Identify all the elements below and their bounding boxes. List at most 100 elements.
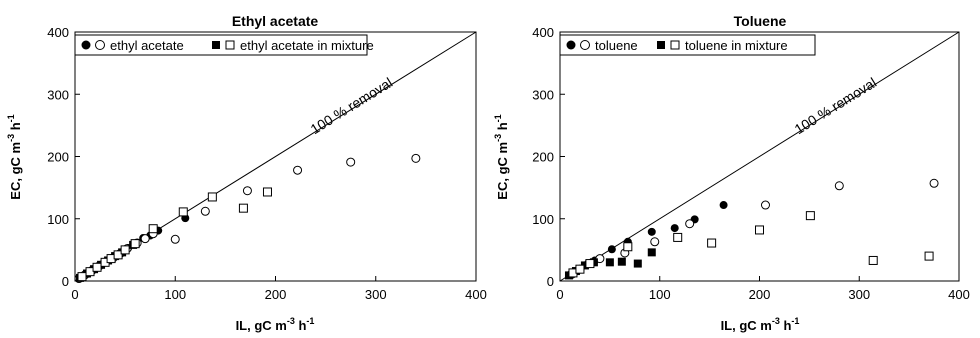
point-open-square [113,250,123,260]
legend-marker-filled-circle [566,40,576,50]
x-tick-label: 300 [365,287,387,302]
point-filled-circle [670,224,679,233]
y-axis-label-main: EC, gC m [8,142,23,200]
axis-ticks: 0 100 200 300 400 0 100 200 300 400 [532,25,970,302]
x-axis-label-main: IL, gC m [236,318,287,333]
point-open-square [130,239,140,249]
point-open-square [77,272,87,282]
point-open-circle [760,200,770,210]
legend-marker-filled-circle [81,40,91,50]
point-filled-square [605,258,614,267]
legend-label: ethyl acetate [110,38,184,53]
y-tick-label: 0 [547,274,554,289]
y-tick-label: 300 [532,87,554,102]
point-filled-square [617,257,626,266]
point-filled-circle [647,227,656,236]
y-axis-label-mid: h [495,122,510,134]
point-open-circle [650,237,660,247]
point-open-square [575,264,585,274]
y-axis-label: EC, gC m-3 h-1 [493,114,510,199]
legend-box [559,34,816,56]
y-tick-label: 400 [47,25,69,40]
x-axis-label: IL, gC m-3 h-1 [721,316,800,333]
point-open-square [120,245,130,255]
y-tick-label: 0 [62,274,69,289]
point-filled-square [647,248,656,257]
legend-label: ethyl acetate in mixture [240,38,374,53]
y-axis-label-mid: h [8,122,23,134]
point-open-square [805,211,815,221]
y-tick-label: 300 [47,87,69,102]
x-axis-label-sup: -1 [791,316,799,326]
point-open-circle [411,153,421,163]
x-tick-label: 400 [465,287,487,302]
point-open-circle [293,165,303,175]
point-open-square [92,262,102,272]
point-open-circle [140,234,150,244]
x-axis-label-mid: h [780,318,792,333]
x-tick-label: 100 [164,287,186,302]
legend: toluene toluene in mixture [559,34,816,56]
point-open-circle [200,206,210,216]
y-tick-label: 200 [532,150,554,165]
legend-marker-open-circle [580,40,590,50]
y-tick-label: 100 [47,212,69,227]
point-open-square [623,242,633,252]
point-open-square [148,224,158,234]
x-tick-label: 0 [556,287,563,302]
legend-box [74,34,368,56]
point-open-circle [685,219,695,229]
y-tick-label: 100 [532,212,554,227]
x-axis-label-sup: -3 [287,316,295,326]
legend-marker-open-square [225,40,235,50]
point-filled-circle [719,201,728,210]
point-open-circle [170,234,180,244]
y-axis-label: EC, gC m-3 h-1 [6,114,23,199]
reference-line-label: 100 % removal [308,74,396,137]
x-tick-label: 0 [71,287,78,302]
point-open-square [178,207,188,217]
x-tick-label: 200 [265,287,287,302]
panel-ethyl-acetate: Ethyl acetate 0 100 200 300 400 0 100 200 300 400… [6,13,487,333]
y-axis-label-sup: -1 [493,114,503,122]
x-axis-label-sup: -3 [772,316,780,326]
point-filled-square [633,259,642,268]
legend: ethyl acetate ethyl acetate in mixture [74,34,374,56]
legend-label: toluene [595,38,638,53]
point-filled-circle [607,245,616,254]
y-axis-label-sup: -3 [6,134,16,142]
x-axis-label-sup: -1 [306,316,314,326]
point-open-square [585,259,595,269]
x-tick-label: 200 [749,287,771,302]
x-tick-label: 300 [848,287,870,302]
legend-marker-filled-square [212,41,220,49]
point-open-square [207,192,217,202]
y-axis-label-sup: -1 [6,114,16,122]
legend-marker-open-circle [95,40,105,50]
point-open-circle [929,178,939,188]
x-axis-label-mid: h [295,318,307,333]
reference-line-label: 100 % removal [792,74,880,137]
x-tick-label: 100 [649,287,671,302]
point-open-circle [242,186,252,196]
legend-marker-filled-square [657,41,665,49]
point-open-square [238,203,248,213]
chart-title: Ethyl acetate [232,13,319,29]
reference-line-100-percent [559,31,960,282]
point-open-square [924,251,934,261]
point-open-circle [834,181,844,191]
reference-line [559,31,960,282]
data-points [564,178,939,280]
point-open-square [673,232,683,242]
legend-marker-open-square [670,40,680,50]
x-axis-label: IL, gC m-3 h-1 [236,316,315,333]
point-open-circle [346,157,356,167]
data-points [74,153,421,284]
chart-title: Toluene [734,13,787,29]
point-open-square [707,238,717,248]
point-filled-square [580,261,589,270]
point-open-square [262,187,272,197]
x-axis-label-main: IL, gC m [721,318,772,333]
y-axis-label-main: EC, gC m [495,142,510,200]
